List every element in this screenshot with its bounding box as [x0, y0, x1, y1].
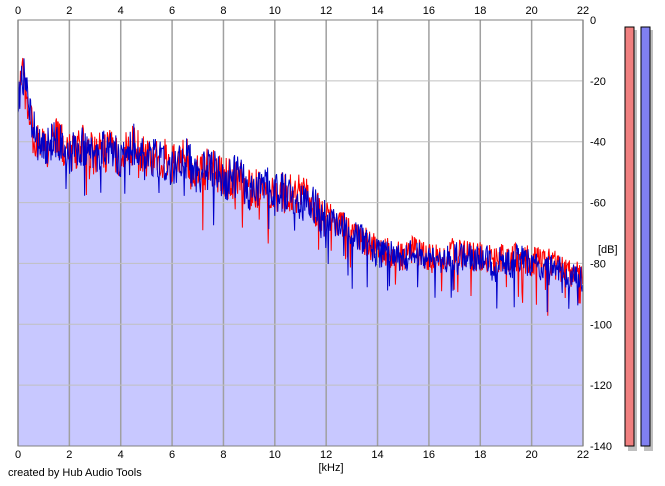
- x-tick-label-bottom: 8: [220, 449, 226, 461]
- level-meter-right: [640, 26, 651, 447]
- y-tick-label: -80: [590, 258, 606, 270]
- tick-label-layer: 002244668810101212141416161818202022220-…: [15, 5, 612, 461]
- x-tick-label-bottom: 14: [371, 449, 383, 461]
- grid-layer: [17, 19, 584, 447]
- spectrum-fill-layer: [18, 58, 583, 447]
- x-tick-label-top: 20: [526, 5, 538, 17]
- x-tick-label-bottom: 12: [320, 449, 332, 461]
- spectrum-fill-area: [18, 58, 583, 447]
- x-tick-label-bottom: 18: [474, 449, 486, 461]
- x-tick-label-bottom: 6: [169, 449, 175, 461]
- level-meter-left: [624, 26, 635, 447]
- x-tick-label-top: 8: [220, 5, 226, 17]
- y-tick-label: -100: [590, 319, 612, 331]
- x-axis-label: [kHz]: [318, 462, 343, 474]
- x-tick-label-top: 0: [15, 5, 21, 17]
- plot-frame: [17, 19, 584, 447]
- x-tick-label-bottom: 16: [423, 449, 435, 461]
- x-tick-label-bottom: 2: [66, 449, 72, 461]
- y-tick-label: -40: [590, 137, 606, 149]
- x-tick-label-top: 16: [423, 5, 435, 17]
- y-axis-label: [dB]: [598, 244, 618, 256]
- x-tick-label-top: 12: [320, 5, 332, 17]
- x-tick-label-top: 10: [269, 5, 281, 17]
- y-tick-label: -120: [590, 380, 612, 392]
- y-tick-label: -20: [590, 76, 606, 88]
- x-tick-label-top: 2: [66, 5, 72, 17]
- x-tick-label-bottom: 20: [526, 449, 538, 461]
- y-tick-label: -140: [590, 441, 612, 453]
- x-tick-label-top: 22: [577, 5, 589, 17]
- series-line-blue: [17, 58, 584, 313]
- x-tick-label-bottom: 10: [269, 449, 281, 461]
- credit-text: created by Hub Audio Tools: [8, 467, 142, 479]
- series-layer: [17, 57, 584, 316]
- y-tick-label: -60: [590, 198, 606, 210]
- x-tick-label-bottom: 4: [118, 449, 124, 461]
- x-tick-label-top: 14: [371, 5, 383, 17]
- x-tick-label-top: 18: [474, 5, 486, 17]
- x-tick-label-top: 6: [169, 5, 175, 17]
- x-tick-label-top: 4: [118, 5, 124, 17]
- x-tick-label-bottom: 0: [15, 449, 21, 461]
- level-meters: [624, 26, 653, 451]
- y-tick-label: 0: [590, 15, 596, 27]
- x-tick-label-bottom: 22: [577, 449, 589, 461]
